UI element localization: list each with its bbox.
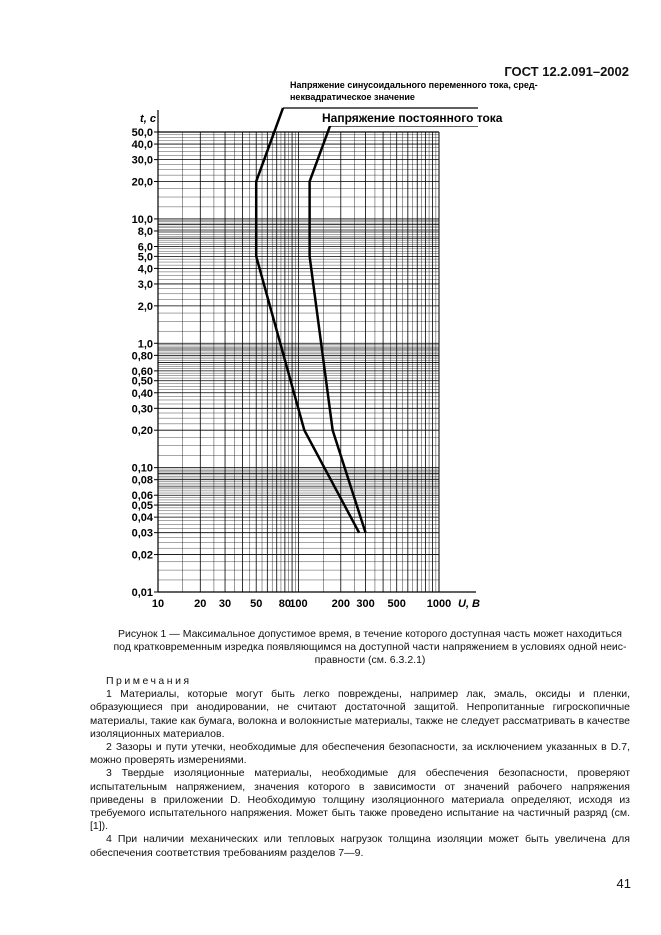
notes-title: Примечания xyxy=(106,675,192,687)
x-tick-label: 200 xyxy=(332,598,350,610)
y-tick-label: 10,0 xyxy=(132,214,153,226)
legend-label: Напряжение синусоидального переменного т… xyxy=(290,80,538,90)
y-tick-label: 3,0 xyxy=(138,279,153,291)
y-tick-label: 0,60 xyxy=(132,366,153,378)
y-tick-label: 2,0 xyxy=(138,301,153,313)
y-tick-label: 0,08 xyxy=(132,475,153,487)
legend-background xyxy=(318,112,478,126)
caption-line: правности (см. 6.3.2.1) xyxy=(314,654,426,666)
y-tick-label: 1,0 xyxy=(138,338,153,350)
y-tick-label: 0,06 xyxy=(132,490,153,502)
note-item: 4 При наличии механических или тепловых … xyxy=(90,833,630,859)
y-tick-label: 8,0 xyxy=(138,226,153,238)
x-tick-label: 10 xyxy=(152,598,164,610)
y-tick-label: 0,50 xyxy=(132,376,153,388)
y-tick-label: 0,01 xyxy=(132,587,153,599)
series-line xyxy=(254,107,361,534)
y-tick-label: 0,30 xyxy=(132,403,153,415)
page-number: 41 xyxy=(616,876,631,891)
x-tick-label: 80 xyxy=(279,598,291,610)
y-tick-label: 50,0 xyxy=(132,127,153,139)
y-tick-label: 20,0 xyxy=(132,176,153,188)
x-tick-label: 500 xyxy=(388,598,406,610)
series-line xyxy=(308,125,367,534)
note-item: 2 Зазоры и пути утечки, необходимые для … xyxy=(90,741,630,767)
legend-label: неквадратическое значение xyxy=(290,92,415,102)
y-tick-label: 30,0 xyxy=(132,155,153,167)
y-tick-label: 0,20 xyxy=(132,425,153,437)
x-tick-label: 300 xyxy=(356,598,374,610)
y-tick-label: 0,10 xyxy=(132,463,153,475)
y-tick-label: 0,02 xyxy=(132,550,153,562)
note-item: 1 Материалы, которые могут быть легко по… xyxy=(90,688,630,740)
y-tick-label: 0,40 xyxy=(132,388,153,400)
caption-line: Рисунок 1 — Максимальное допустимое врем… xyxy=(118,628,622,640)
x-tick-label: 30 xyxy=(219,598,231,610)
y-tick-label: 6,0 xyxy=(138,242,153,254)
y-tick-label: 4,0 xyxy=(138,263,153,275)
y-tick-label: 0,04 xyxy=(132,512,154,524)
x-tick-label: 1000 xyxy=(427,598,451,610)
caption-line: под кратковременным изредка появляющимся… xyxy=(113,641,627,653)
figure-caption: Рисунок 1 — Максимальное допустимое врем… xyxy=(100,628,640,667)
y-tick-label: 0,05 xyxy=(132,500,153,512)
x-tick-label: 20 xyxy=(194,598,206,610)
document-code: ГОСТ 12.2.091–2002 xyxy=(504,64,629,79)
notes: Примечания 1 Материалы, которые могут бы… xyxy=(90,675,630,860)
x-tick-label: 100 xyxy=(289,598,307,610)
figure-chart: 50,040,0 30,0 20,0 10,08,0 6,05,04,0 3,0 2,0 1,… xyxy=(132,80,538,610)
x-tick-label: 50 xyxy=(250,598,262,610)
y-tick-label: 0,80 xyxy=(132,350,153,362)
y-axis-label: t, с xyxy=(140,113,156,125)
x-axis-label: U, В xyxy=(458,598,480,610)
y-tick-label: 5,0 xyxy=(138,251,153,263)
legend-label: Напряжение постоянного тока xyxy=(322,111,503,125)
y-tick-label: 0,03 xyxy=(132,528,153,540)
y-tick-label: 40,0 xyxy=(132,139,153,151)
note-item: 3 Твердые изоляционные материалы, необхо… xyxy=(90,767,630,833)
